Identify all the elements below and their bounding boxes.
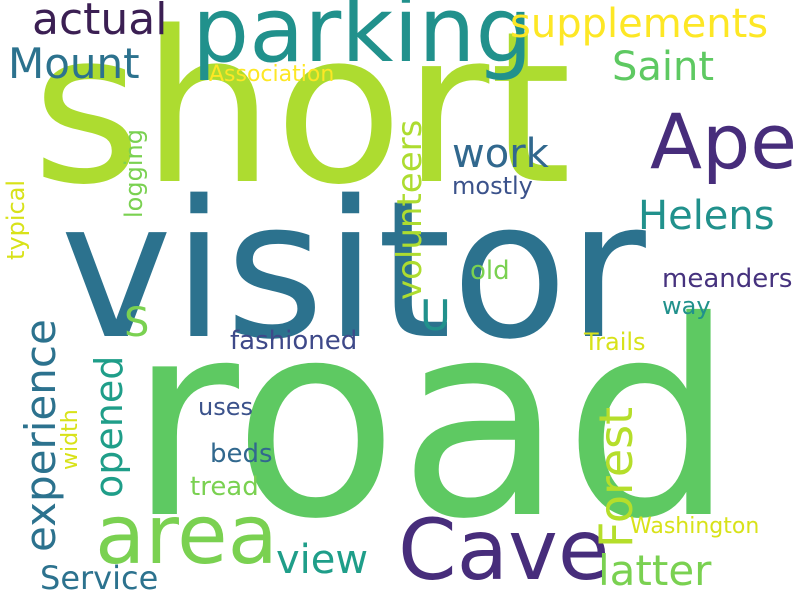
word-washington: Washington: [630, 514, 760, 539]
word-helens: Helens: [638, 193, 775, 239]
word-mount: Mount: [8, 39, 140, 88]
word-road: road: [128, 263, 736, 578]
word-old: old: [470, 256, 510, 286]
word-experience: experience: [16, 319, 65, 552]
word-typical: typical: [2, 179, 30, 260]
word-parking: parking: [192, 0, 533, 83]
word-latter: latter: [598, 546, 712, 595]
word-meanders: meanders: [662, 264, 793, 294]
word-mostly: mostly: [452, 172, 533, 200]
word-volunteers: volunteers: [390, 119, 430, 300]
word-fashioned: fashioned: [230, 326, 358, 356]
word-trails: Trails: [584, 328, 646, 356]
word-opened: opened: [87, 355, 131, 498]
word-u: U: [420, 291, 451, 340]
word-tread: tread: [190, 472, 259, 502]
word-s: S: [124, 300, 150, 346]
word-beds: beds: [210, 439, 273, 469]
word-supplements: supplements: [510, 1, 769, 47]
word-work: work: [452, 131, 549, 177]
word-short: short: [32, 0, 572, 231]
word-uses: uses: [198, 393, 253, 421]
word-way: way: [662, 292, 711, 320]
word-actual: actual: [32, 0, 168, 45]
word-cave: Cave: [398, 501, 610, 599]
word-view: view: [276, 537, 369, 583]
word-association: Association: [209, 62, 335, 87]
word-visitor: visitor: [60, 160, 646, 381]
word-service: Service: [40, 559, 159, 597]
word-width: width: [58, 409, 83, 470]
word-ape: Ape: [650, 97, 797, 186]
word-area: area: [95, 488, 278, 583]
word-saint: Saint: [612, 44, 715, 90]
word-logging: logging: [120, 129, 148, 218]
